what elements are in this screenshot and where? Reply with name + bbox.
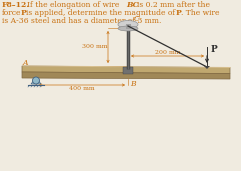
Text: BC: BC — [126, 1, 139, 9]
Text: B: B — [130, 80, 136, 88]
Text: F8–12.: F8–12. — [2, 1, 30, 9]
Text: P: P — [21, 9, 27, 17]
Bar — [123, 67, 133, 74]
Polygon shape — [22, 72, 230, 79]
Text: . The wire: . The wire — [181, 9, 220, 17]
Text: is 0.2 mm after the: is 0.2 mm after the — [137, 1, 210, 9]
Text: force: force — [2, 9, 21, 17]
Text: 400 mm: 400 mm — [69, 86, 95, 91]
Text: C: C — [134, 15, 140, 23]
Polygon shape — [31, 77, 41, 84]
Polygon shape — [204, 66, 210, 69]
Bar — [126, 24, 130, 29]
Text: is applied, determine the magnitude of: is applied, determine the magnitude of — [26, 9, 175, 17]
Text: 300 mm: 300 mm — [81, 44, 107, 49]
Polygon shape — [22, 66, 230, 74]
Text: 200 mm: 200 mm — [155, 50, 180, 55]
Text: If the elongation of wire: If the elongation of wire — [27, 1, 119, 9]
Text: P: P — [176, 9, 182, 17]
Text: P: P — [211, 45, 218, 55]
Text: is A-36 steel and has a diameter of 3 mm.: is A-36 steel and has a diameter of 3 mm… — [2, 17, 161, 25]
Ellipse shape — [118, 21, 138, 29]
Text: A: A — [22, 59, 28, 67]
Ellipse shape — [118, 26, 138, 31]
Circle shape — [33, 77, 40, 84]
